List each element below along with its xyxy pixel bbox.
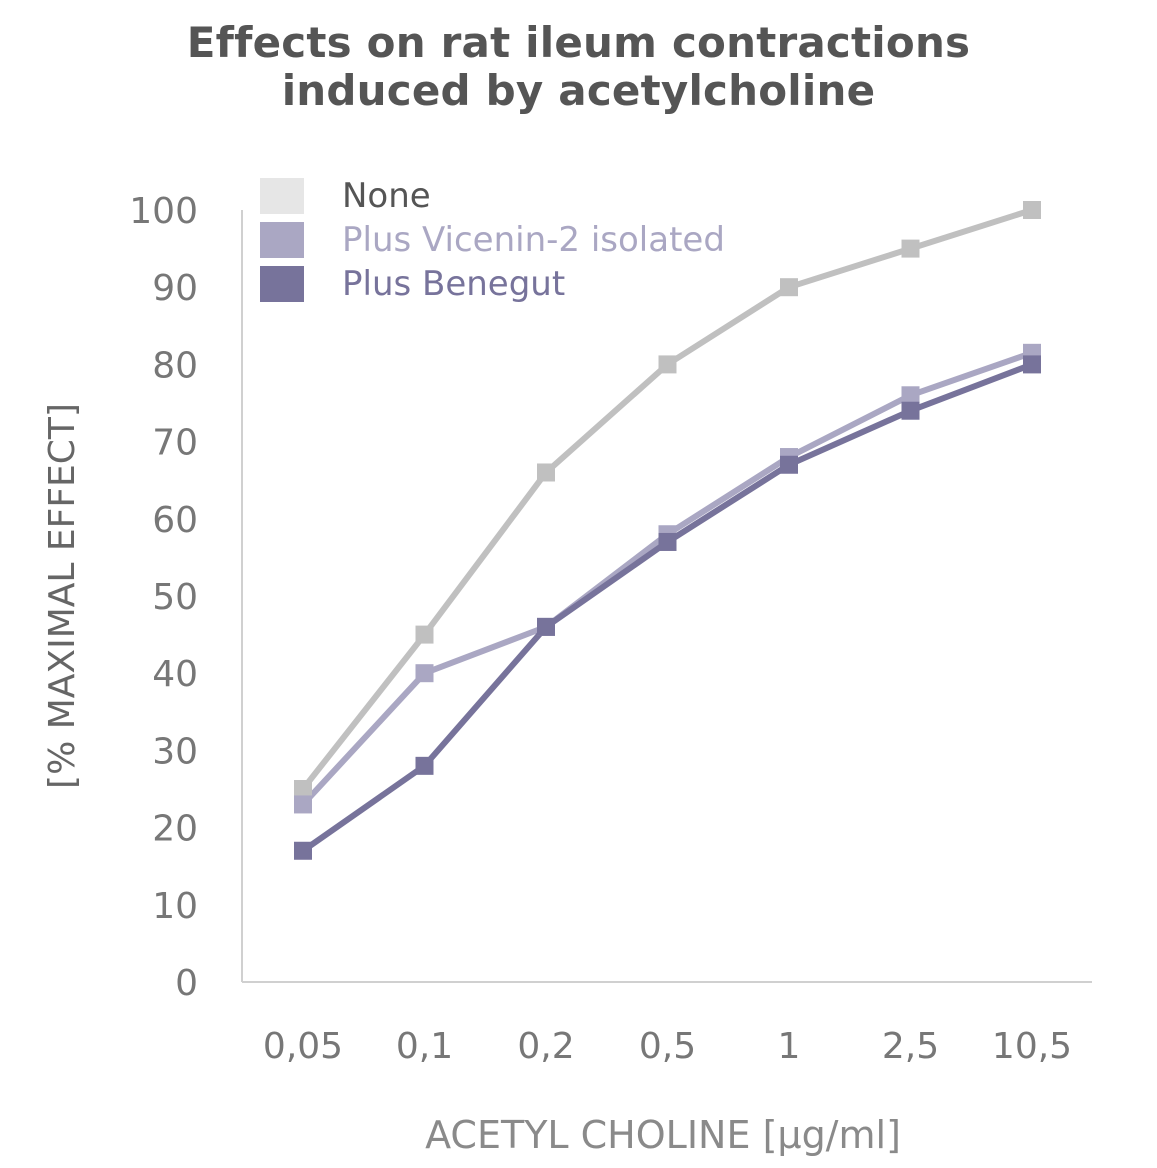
- x-tick-label: 10,5: [992, 1026, 1072, 1067]
- y-tick-label: 70: [152, 423, 198, 464]
- series-marker: [658, 532, 677, 551]
- legend-swatch-vicenin: [260, 222, 304, 258]
- y-tick-label: 90: [152, 268, 198, 309]
- series-marker: [780, 278, 798, 297]
- series-marker: [901, 239, 920, 258]
- x-tick-label: 0,5: [639, 1026, 696, 1067]
- legend-item-none: None: [260, 178, 820, 214]
- legend-label-vicenin: Plus Vicenin-2 isolated: [342, 220, 725, 260]
- x-tick-label: 0,05: [263, 1026, 343, 1067]
- legend-item-benegut: Plus Benegut: [260, 266, 820, 302]
- series-marker: [1023, 201, 1041, 219]
- y-tick-label: 10: [152, 886, 198, 927]
- series-marker: [415, 756, 434, 775]
- x-axis-label: ACETYL CHOLINE [µg/ml]: [425, 1113, 901, 1157]
- legend-swatch-benegut: [260, 266, 304, 302]
- chart-title-line2: induced by acetylcholine: [281, 66, 876, 115]
- series-marker: [294, 795, 312, 814]
- series-marker: [901, 401, 920, 420]
- y-tick-label: 40: [152, 654, 198, 695]
- series-line: [301, 361, 1034, 854]
- series-marker: [658, 355, 677, 374]
- series-marker: [537, 463, 555, 482]
- series-marker: [780, 455, 798, 474]
- legend-swatch-none: [260, 178, 304, 214]
- y-tick-label: 80: [152, 345, 198, 386]
- series-line: [300, 349, 1033, 807]
- y-tick-label: 30: [152, 731, 198, 772]
- legend-label-none: None: [342, 176, 431, 216]
- series-marker: [294, 780, 312, 798]
- y-axis-label: [% MAXIMAL EFFECT]: [42, 403, 83, 789]
- x-tick-label: 0,1: [396, 1026, 453, 1067]
- y-tick-label: 50: [152, 577, 198, 618]
- series-marker: [1023, 355, 1041, 374]
- series-marker: [901, 386, 920, 405]
- series-marker: [294, 841, 312, 860]
- y-tick-label: 60: [152, 500, 198, 541]
- y-tick-label: 20: [152, 809, 198, 850]
- x-tick-label: 2,5: [882, 1026, 939, 1067]
- x-tick-labels: 0,05 0,1 0,2 0,5 1 2,5 10,5: [263, 1026, 1072, 1067]
- legend-label-benegut: Plus Benegut: [342, 264, 566, 304]
- x-tick-label: 0,2: [517, 1026, 574, 1067]
- series-markers: [294, 201, 1041, 860]
- x-tick-label: 1: [778, 1026, 801, 1067]
- y-tick-label: 0: [175, 963, 198, 1004]
- chart-title-line1: Effects on rat ileum contractions: [186, 18, 971, 67]
- y-tick-labels: 0 10 20 30 40 50 60 70 80 90 100: [129, 191, 198, 1004]
- series-marker: [415, 625, 434, 644]
- y-tick-label: 100: [129, 191, 198, 232]
- legend-item-vicenin: Plus Vicenin-2 isolated: [260, 222, 820, 258]
- series-marker: [537, 617, 555, 636]
- series-marker: [415, 664, 434, 683]
